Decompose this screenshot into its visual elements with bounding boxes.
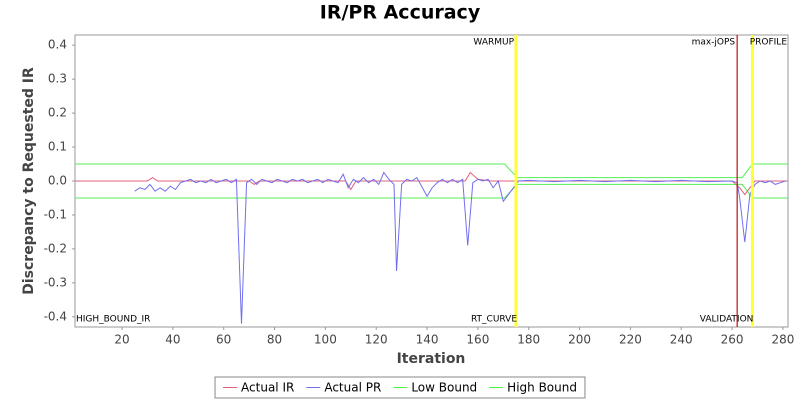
- legend: Actual IR Actual PR Low Bound High Bound: [214, 376, 586, 399]
- x-tick-label: 280: [771, 333, 794, 347]
- y-tick-label: 0.3: [48, 72, 67, 86]
- y-tick-label: -0.1: [44, 207, 67, 221]
- x-tick-label: 20: [114, 333, 129, 347]
- y-tick-label: -0.2: [44, 241, 67, 255]
- y-tick-label: 0.2: [48, 106, 67, 120]
- y-tick-label: 0.4: [48, 38, 67, 52]
- series-line: [75, 163, 788, 179]
- x-tick-label: 180: [517, 333, 540, 347]
- plot-layer: [75, 35, 788, 327]
- legend-label: High Bound: [507, 381, 577, 395]
- legend-label: Low Bound: [411, 381, 477, 395]
- x-tick-label: 260: [721, 333, 744, 347]
- series-line: [75, 183, 788, 199]
- x-tick-label: 120: [365, 333, 388, 347]
- annotation: VALIDATION: [700, 315, 754, 325]
- x-tick-label: 80: [267, 333, 282, 347]
- legend-label: Actual IR: [241, 381, 294, 395]
- x-tick-label: 240: [670, 333, 693, 347]
- x-tick-label: 160: [466, 333, 489, 347]
- marker-label: max-jOPS: [692, 38, 736, 48]
- legend-label: Actual PR: [324, 381, 381, 395]
- y-tick-label: -0.3: [44, 275, 67, 289]
- y-tick-label: 0.0: [48, 174, 67, 188]
- annotation: RT_CURVE: [471, 315, 517, 325]
- annotation: HIGH_BOUND_IR: [76, 315, 150, 325]
- x-tick-label: 40: [165, 333, 180, 347]
- marker-label: WARMUP: [473, 38, 514, 48]
- y-axis-label: Discrepancy to Requested IR: [21, 67, 37, 295]
- x-axis-label: Iteration: [397, 351, 466, 367]
- marker-label: PROFILE: [750, 38, 788, 48]
- x-tick-label: 60: [216, 333, 231, 347]
- y-tick-label: -0.4: [44, 309, 67, 323]
- series-line: [134, 171, 786, 324]
- x-tick-label: 220: [619, 333, 642, 347]
- x-tick-label: 100: [314, 333, 337, 347]
- chart-title: IR/PR Accuracy: [320, 2, 481, 24]
- x-tick-label: 200: [568, 333, 591, 347]
- x-tick-label: 140: [416, 333, 439, 347]
- y-tick-label: 0.1: [48, 140, 67, 154]
